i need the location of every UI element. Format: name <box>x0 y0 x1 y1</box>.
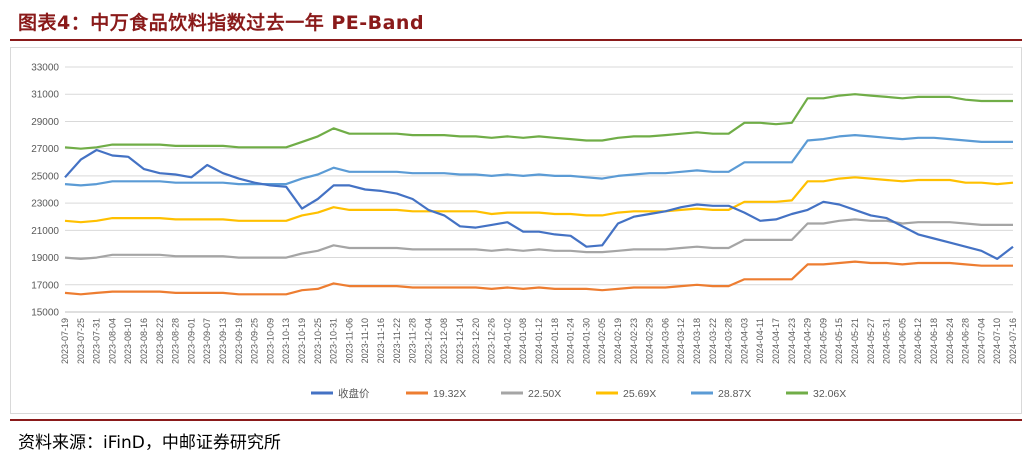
top-rule <box>10 39 1022 41</box>
x-tick-label: 2023-11-28 <box>408 318 418 363</box>
x-tick-label: 2024-04-17 <box>771 318 781 364</box>
x-tick-label: 2023-10-25 <box>313 318 323 364</box>
legend-label: 32.06X <box>813 388 846 400</box>
x-tick-label: 2023-08-28 <box>171 318 181 364</box>
series-line-b25 <box>64 176 1014 224</box>
x-tick-label: 2023-09-13 <box>218 318 228 364</box>
y-tick-label: 15000 <box>31 308 59 319</box>
x-tick-label: 2023-10-31 <box>329 318 339 364</box>
x-tick-label: 2023-11-22 <box>392 318 402 363</box>
x-tick-label: 2024-06-12 <box>913 318 923 364</box>
x-tick-label: 2024-07-10 <box>992 318 1002 364</box>
x-tick-label: 2024-03-18 <box>692 318 702 364</box>
series-line-b19 <box>64 260 1013 296</box>
x-tick-label: 2023-11-10 <box>360 318 370 363</box>
source-note: 资料来源：iFinD，中邮证券研究所 <box>18 433 281 453</box>
x-tick-label: 2024-04-29 <box>803 318 813 364</box>
x-tick-label: 2024-04-23 <box>787 318 797 364</box>
y-axis-ticks: 15000 17000 19000 21000 23000 25000 27000 29000… <box>31 63 59 319</box>
x-tick-label: 2024-07-04 <box>976 318 986 364</box>
x-tick-label: 2024-01-24 <box>566 318 576 364</box>
x-tick-label: 2023-08-22 <box>155 318 165 364</box>
x-tick-label: 2024-05-15 <box>834 318 844 364</box>
legend-label: 19.32X <box>433 388 466 400</box>
series-line-b22 <box>64 218 1013 260</box>
x-tick-label: 2024-07-16 <box>1008 318 1018 364</box>
x-tick-label: 2023-08-16 <box>139 318 149 364</box>
legend-label: 22.50X <box>528 388 561 400</box>
y-tick-label: 31000 <box>31 90 59 101</box>
x-tick-label: 2024-05-21 <box>850 318 860 364</box>
y-tick-label: 23000 <box>31 199 59 210</box>
x-tick-label: 2024-04-11 <box>755 318 765 363</box>
x-tick-label: 2024-05-09 <box>818 318 828 364</box>
x-tick-label: 2023-09-01 <box>186 318 196 364</box>
bottom-rule <box>10 419 1022 421</box>
x-tick-label: 2024-01-12 <box>534 318 544 364</box>
x-tick-label: 2024-05-27 <box>866 318 876 364</box>
y-tick-label: 27000 <box>31 144 59 155</box>
x-tick-label: 2024-01-02 <box>502 318 512 364</box>
legend: 收盘价 19.32X 22.50X 25.69X 28.87X 32.06X <box>311 387 846 400</box>
series-line-b32 <box>64 93 1013 150</box>
x-tick-label: 2024-06-05 <box>897 318 907 364</box>
y-tick-label: 21000 <box>31 226 59 237</box>
x-tick-label: 2023-10-13 <box>281 318 291 364</box>
legend-label: 收盘价 <box>338 387 370 400</box>
x-tick-label: 2024-03-28 <box>724 318 734 364</box>
series-lines <box>64 93 1014 296</box>
x-tick-label: 2023-12-20 <box>471 318 481 364</box>
y-tick-label: 17000 <box>31 280 59 291</box>
x-axis-ticks: 2023-07-19 2023-07-25 2023-07-31 2023-08-04… <box>60 311 1018 364</box>
x-tick-label: 2023-10-09 <box>265 318 275 364</box>
x-tick-label: 2023-12-04 <box>423 318 433 364</box>
x-tick-label: 2024-01-18 <box>550 318 560 364</box>
x-tick-label: 2023-10-19 <box>297 318 307 364</box>
x-tick-label: 2024-02-23 <box>629 318 639 364</box>
x-tick-label: 2023-07-31 <box>92 318 102 364</box>
x-tick-label: 2024-01-08 <box>518 318 528 364</box>
x-tick-label: 2024-02-05 <box>597 318 607 364</box>
x-tick-label: 2023-12-26 <box>487 318 497 364</box>
pe-band-chart: 15000 17000 19000 21000 23000 25000 27000 29000… <box>31 63 1018 401</box>
x-tick-label: 2023-08-04 <box>107 318 117 364</box>
x-tick-label: 2023-11-06 <box>344 318 354 363</box>
x-tick-label: 2023-09-19 <box>234 318 244 364</box>
x-tick-label: 2023-08-10 <box>123 318 133 364</box>
x-tick-label: 2023-07-19 <box>60 318 70 364</box>
x-tick-label: 2024-03-12 <box>676 318 686 364</box>
title-bar: 图表4：中万食品饮料指数过去一年 PE-Band <box>0 0 1031 38</box>
chart-frame: 15000 17000 19000 21000 23000 25000 27000 29000… <box>10 47 1022 414</box>
y-tick-label: 29000 <box>31 117 59 128</box>
chart-title: 图表4：中万食品饮料指数过去一年 PE-Band <box>18 12 425 34</box>
x-tick-label: 2023-11-16 <box>376 318 386 363</box>
x-tick-label: 2023-09-07 <box>202 318 212 364</box>
series-line-b28 <box>64 134 1013 187</box>
y-tick-label: 25000 <box>31 171 59 182</box>
x-tick-label: 2024-06-18 <box>929 318 939 364</box>
x-tick-label: 2024-02-29 <box>645 318 655 364</box>
x-tick-label: 2024-01-30 <box>581 318 591 364</box>
x-tick-label: 2024-05-31 <box>882 318 892 364</box>
x-tick-label: 2023-07-25 <box>76 318 86 364</box>
x-tick-label: 2024-06-28 <box>961 318 971 364</box>
y-tick-label: 33000 <box>31 63 59 74</box>
x-tick-label: 2023-09-25 <box>250 318 260 364</box>
x-tick-label: 2023-12-08 <box>439 318 449 364</box>
x-tick-label: 2024-06-24 <box>945 318 955 364</box>
x-tick-label: 2024-02-19 <box>613 318 623 364</box>
grid-lines <box>65 66 1013 313</box>
y-tick-label: 19000 <box>31 253 59 264</box>
x-tick-label: 2024-03-22 <box>708 318 718 364</box>
legend-label: 28.87X <box>718 388 751 400</box>
series-line-price <box>64 148 1014 260</box>
x-tick-label: 2024-03-06 <box>660 318 670 364</box>
legend-label: 25.69X <box>623 388 656 400</box>
x-tick-label: 2023-12-14 <box>455 318 465 364</box>
x-tick-label: 2024-04-03 <box>739 318 749 364</box>
